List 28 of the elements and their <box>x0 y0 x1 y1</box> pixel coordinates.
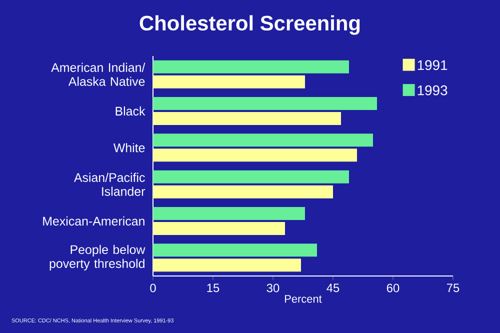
bar <box>153 170 349 184</box>
bar <box>153 60 349 74</box>
bar <box>153 148 357 162</box>
x-tick-label: 30 <box>266 284 280 292</box>
x-tick-label: 15 <box>207 284 220 292</box>
bar <box>153 244 317 257</box>
legend-label: 1993 <box>418 85 448 96</box>
x-tick-label: 75 <box>446 284 460 292</box>
y-tick-label: Black <box>116 106 146 116</box>
chart-title: Cholesterol Screening <box>140 15 360 35</box>
bar <box>153 207 305 220</box>
bar <box>153 97 377 110</box>
bar <box>153 75 305 88</box>
legend-label: 1991 <box>418 60 448 70</box>
y-tick-label: American Indian/ Alaska Native <box>51 62 146 86</box>
bar <box>153 222 285 236</box>
x-tick-label: 45 <box>326 284 340 292</box>
x-tick-label: 60 <box>386 284 400 292</box>
y-tick-label: People below poverty threshold <box>50 244 146 270</box>
y-tick-label: Mexican-American <box>43 216 144 226</box>
y-tick-label: White <box>113 143 145 152</box>
y-tick-label: Asian/Pacific Islander <box>74 172 146 196</box>
bar <box>153 134 373 147</box>
bar <box>153 112 341 126</box>
x-axis-title: Percent <box>285 295 322 303</box>
x-tick-label: 0 <box>150 284 156 292</box>
bar <box>153 258 301 272</box>
bar <box>153 185 333 198</box>
